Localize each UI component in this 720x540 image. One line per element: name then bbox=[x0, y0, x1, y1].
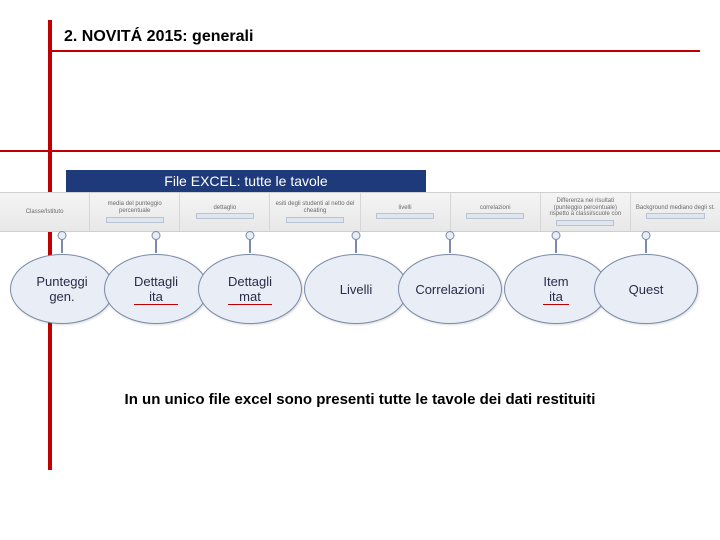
divider-mid bbox=[0, 150, 720, 152]
slide-title: 2. NOVITÁ 2015: generali bbox=[64, 28, 253, 46]
excel-col: dettaglio bbox=[180, 193, 270, 231]
divider-top bbox=[52, 50, 700, 52]
callout-bubble: Dettagliita bbox=[104, 254, 208, 324]
excel-col: livelli bbox=[361, 193, 451, 231]
callout-bubble: Dettaglimat bbox=[198, 254, 302, 324]
excel-col: esiti degli studenti al netto del cheati… bbox=[270, 193, 360, 231]
excel-col: media del punteggio percentuale bbox=[90, 193, 180, 231]
excel-col: correlazioni bbox=[451, 193, 541, 231]
callout-bubble: Quest bbox=[594, 254, 698, 324]
excel-col: Background mediano degli st. bbox=[631, 193, 720, 231]
excel-banner: File EXCEL: tutte le tavole bbox=[66, 170, 426, 192]
callout-bubble: Punteggigen. bbox=[10, 254, 114, 324]
callout-bubble: Correlazioni bbox=[398, 254, 502, 324]
caption-text: In un unico file excel sono presenti tut… bbox=[60, 390, 660, 410]
excel-col: Classe/Istituto bbox=[0, 193, 90, 231]
callout-bubble: Livelli bbox=[304, 254, 408, 324]
callout-bubbles: Punteggigen.DettagliitaDettaglimatLivell… bbox=[8, 244, 712, 340]
excel-col: Differenza nei risultati (punteggio perc… bbox=[541, 193, 631, 231]
excel-header-strip: Classe/Istituto media del punteggio perc… bbox=[0, 192, 720, 232]
callout-bubble: Itemita bbox=[504, 254, 608, 324]
